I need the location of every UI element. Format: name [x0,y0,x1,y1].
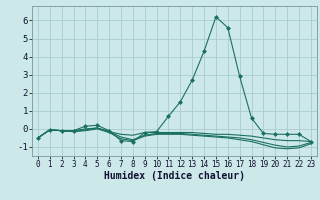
X-axis label: Humidex (Indice chaleur): Humidex (Indice chaleur) [104,171,245,181]
